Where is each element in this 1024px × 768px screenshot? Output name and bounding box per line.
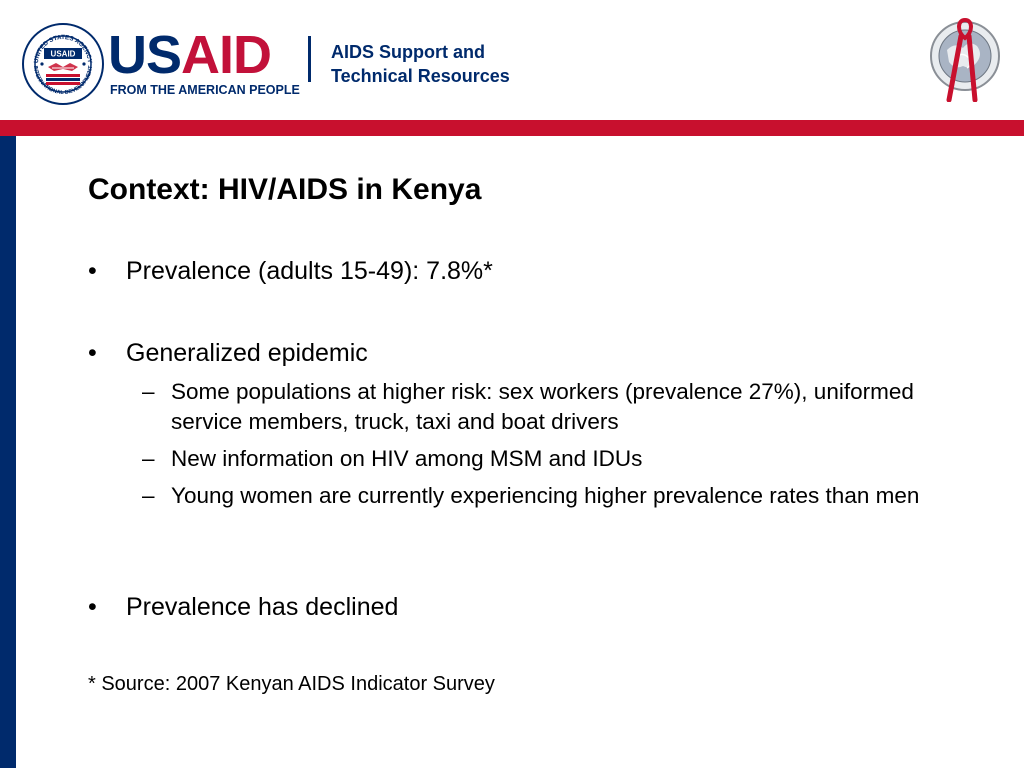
header-divider	[308, 36, 311, 82]
subitem-text: Young women are currently experiencing h…	[171, 483, 920, 508]
usaid-tagline: FROM THE AMERICAN PEOPLE	[110, 83, 300, 97]
wordmark-aid: AID	[181, 25, 272, 85]
bullet-marker: •	[88, 257, 97, 285]
subitem-text: New information on HIV among MSM and IDU…	[171, 446, 643, 471]
source-footnote: * Source: 2007 Kenyan AIDS Indicator Sur…	[88, 673, 495, 695]
bullet-text: Prevalence has declined	[126, 593, 399, 621]
slide-header: UNITED STATES AGENCY INTERNATIONAL DEVEL…	[0, 0, 1024, 120]
program-name: AIDS Support and Technical Resources	[331, 40, 510, 88]
sub-marker: –	[142, 446, 155, 471]
bullet-marker: •	[88, 339, 97, 367]
pepfar-seal-logo	[930, 17, 1000, 102]
wordmark-us: US	[108, 25, 182, 85]
sub-marker: –	[142, 379, 155, 404]
usaid-seal-logo: UNITED STATES AGENCY INTERNATIONAL DEVEL…	[22, 23, 104, 105]
program-name-line2: Technical Resources	[331, 66, 510, 86]
bullet-marker: •	[88, 593, 97, 621]
sub-marker: –	[142, 483, 155, 508]
bullet-text: Generalized epidemic	[126, 339, 368, 367]
program-name-line1: AIDS Support and	[331, 42, 485, 62]
usaid-wordmark: USAID	[108, 25, 272, 85]
left-accent-bar	[0, 136, 16, 768]
header-red-band	[0, 120, 1024, 136]
bullet-text: Prevalence (adults 15-49): 7.8%*	[126, 257, 493, 285]
slide-title: Context: HIV/AIDS in Kenya	[88, 173, 482, 206]
subitem-text: Some populations at higher risk: sex wor…	[171, 379, 914, 434]
seal-badge-text: USAID	[51, 50, 76, 59]
